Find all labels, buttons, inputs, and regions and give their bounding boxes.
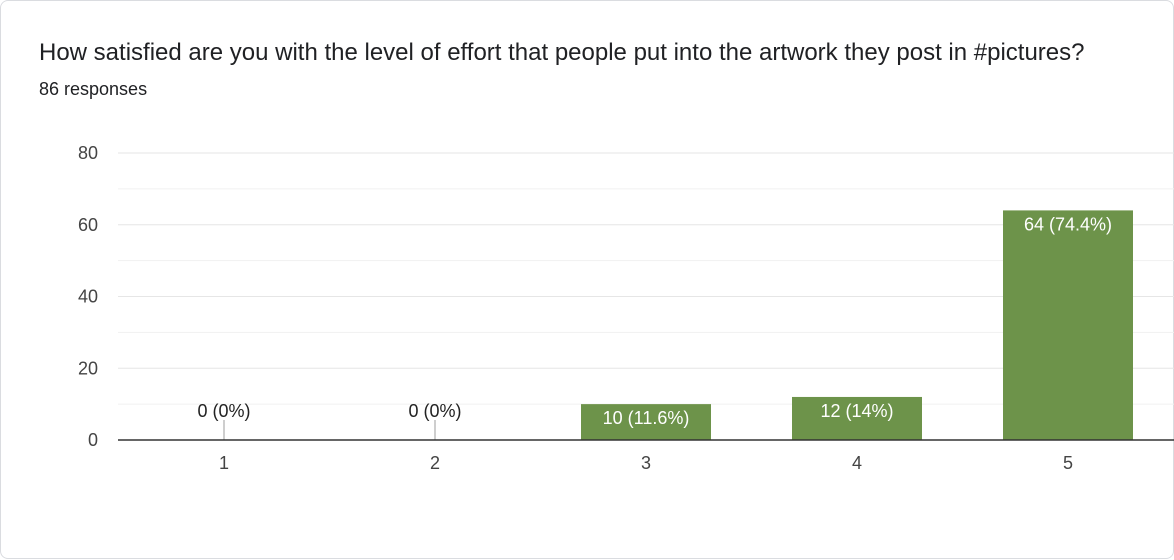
y-tick-label: 0 [88,430,98,450]
bar-data-label: 12 (14%) [820,401,893,421]
x-tick-label: 5 [1063,453,1073,473]
y-tick-label: 20 [78,358,98,378]
x-tick-label: 2 [430,453,440,473]
y-tick-label: 40 [78,287,98,307]
bar-data-label: 0 (0%) [197,401,250,421]
bar [1003,210,1133,440]
bar-data-label: 10 (11.6%) [603,408,690,428]
bar-data-label: 0 (0%) [408,401,461,421]
x-tick-label: 4 [852,453,862,473]
x-tick-label: 1 [219,453,229,473]
y-tick-label: 80 [78,143,98,163]
bar [581,404,711,440]
bar [792,396,922,440]
question-title: How satisfied are you with the level of … [39,39,1085,66]
response-count: 86 responses [39,79,148,99]
x-tick-label: 3 [641,453,651,473]
bar-data-label: 64 (74.4%) [1024,214,1112,234]
y-tick-label: 60 [78,215,98,235]
